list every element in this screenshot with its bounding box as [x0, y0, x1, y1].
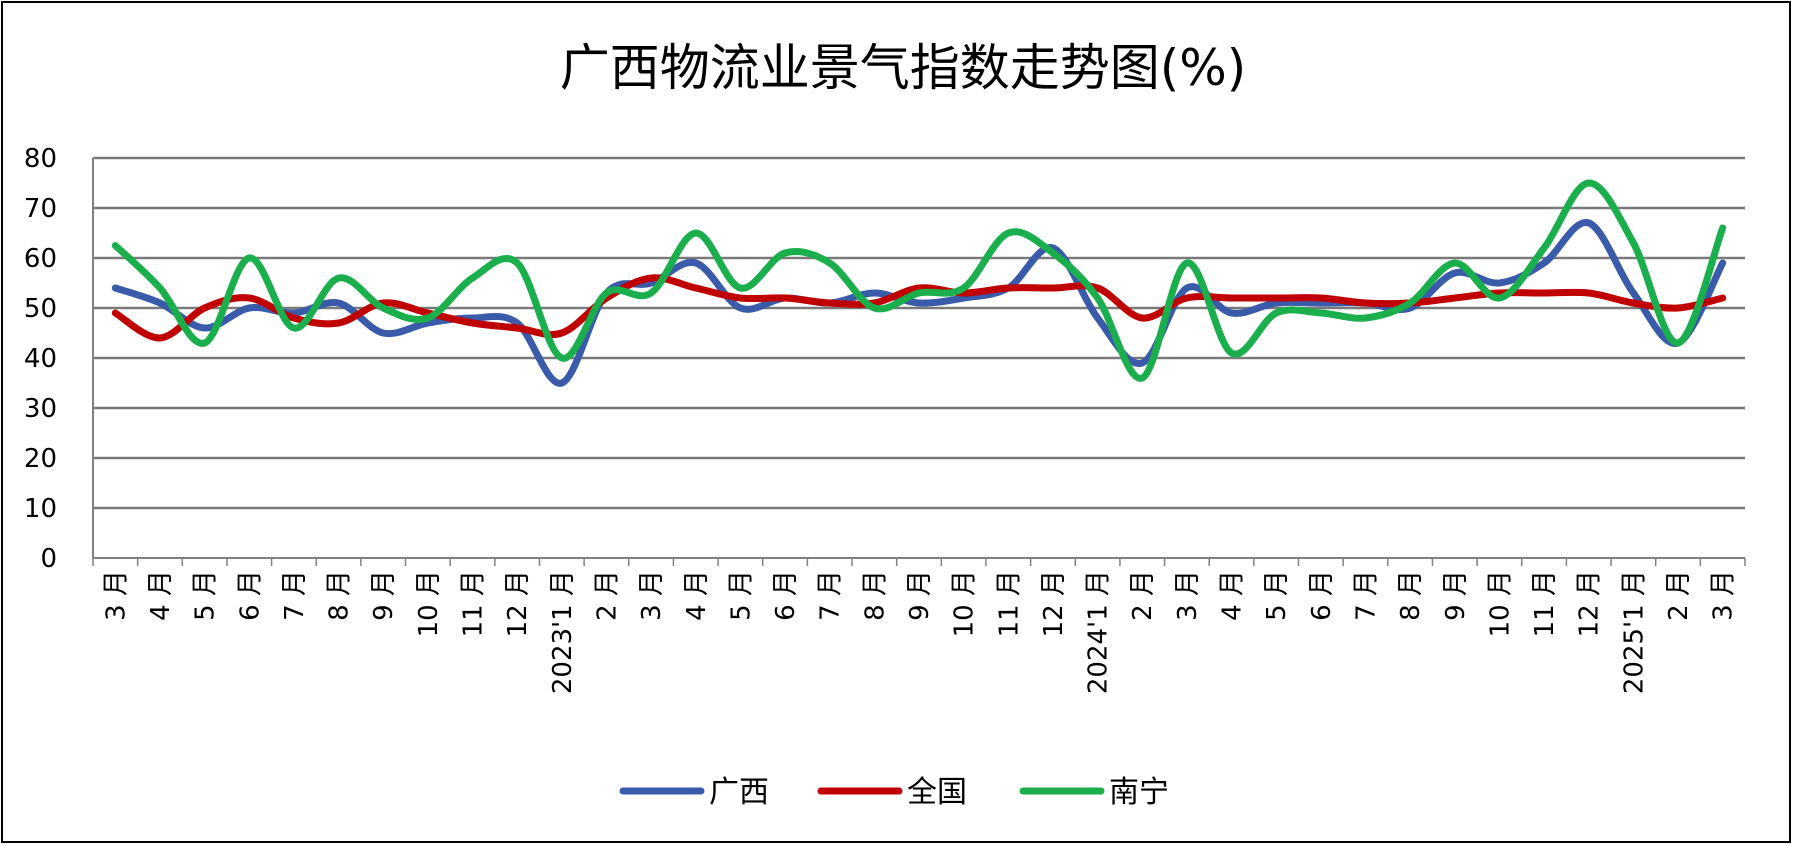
x-tick-label: 10 月 [1485, 570, 1515, 637]
x-tick-label: 6 月 [1307, 570, 1337, 621]
x-tick-label: 12 月 [1039, 570, 1069, 637]
x-tick-label: 3 月 [101, 570, 131, 621]
x-tick-label: 12 月 [1575, 570, 1605, 637]
y-tick-label: 60 [24, 244, 57, 274]
y-tick-label: 40 [24, 344, 57, 374]
x-tick-label: 12 月 [503, 570, 533, 637]
series-line-2 [111, 179, 1727, 382]
y-tick-label: 30 [24, 394, 57, 424]
y-tick-label: 80 [24, 144, 57, 174]
x-tick-label: 5 月 [191, 570, 221, 621]
x-tick-label: 9 月 [905, 570, 935, 621]
y-tick-label: 50 [24, 294, 57, 324]
x-tick-label: 10 月 [414, 570, 444, 637]
x-tick-label: 8 月 [325, 570, 355, 621]
series-line-1 [111, 274, 1727, 342]
chart-svg: 广西物流业景气指数走势图(%) 0 10 20 30 40 50 60 70 80 3 月 4 月… [24, 39, 1746, 810]
y-tick-label: 20 [24, 444, 57, 474]
x-tick-label: 3 月 [1709, 570, 1739, 621]
x-tick-label: 2 月 [1128, 570, 1158, 621]
x-tick-label: 6 月 [235, 570, 265, 621]
x-axis-ticks: 3 月 4 月 5 月 6 月 7 月 8 月 9 月 10 月 11 月 12 月 2023'1 … [92, 558, 1746, 694]
x-tick-label: 5 月 [1262, 570, 1292, 621]
x-tick-label: 2 月 [1664, 570, 1694, 621]
x-tick-label: 6 月 [771, 570, 801, 621]
x-tick-label: 4 月 [1218, 570, 1248, 621]
x-tick-label: 7 月 [816, 570, 846, 621]
x-tick-label: 7 月 [280, 570, 310, 621]
x-tick-label: 8 月 [1396, 570, 1426, 621]
legend-label-0: 广西 [709, 775, 769, 810]
x-tick-label: 9 月 [1441, 570, 1471, 621]
x-tick-label: 2023'1 月 [548, 570, 578, 694]
x-tick-label: 11 月 [459, 570, 489, 637]
x-tick-label: 7 月 [1351, 570, 1381, 621]
chart-title: 广西物流业景气指数走势图(%) [560, 39, 1247, 97]
x-tick-label: 2 月 [592, 570, 622, 621]
y-axis-ticks: 0 10 20 30 40 50 60 70 80 [24, 144, 57, 574]
x-tick-label: 10 月 [950, 570, 980, 637]
x-tick-label: 3 月 [1173, 570, 1203, 621]
x-tick-label: 11 月 [994, 570, 1024, 637]
x-tick-label: 4 月 [146, 570, 176, 621]
x-tick-label: 3 月 [637, 570, 667, 621]
grid-lines [93, 156, 1745, 559]
y-tick-label: 70 [24, 194, 57, 224]
x-tick-label: 2025'1 月 [1619, 570, 1649, 694]
x-tick-label: 4 月 [682, 570, 712, 621]
x-tick-label: 8 月 [860, 570, 890, 621]
y-tick-label: 0 [40, 544, 57, 574]
x-tick-label: 9 月 [369, 570, 399, 621]
x-tick-label: 2024'1 月 [1084, 570, 1114, 694]
legend-label-2: 南宁 [1109, 775, 1169, 810]
series-lines [111, 179, 1727, 387]
legend: 广西 全国 南宁 [619, 775, 1169, 810]
y-tick-label: 10 [24, 494, 57, 524]
series-line-0 [111, 219, 1727, 387]
x-tick-label: 11 月 [1530, 570, 1560, 637]
legend-label-1: 全国 [907, 775, 967, 810]
x-tick-label: 5 月 [726, 570, 756, 621]
